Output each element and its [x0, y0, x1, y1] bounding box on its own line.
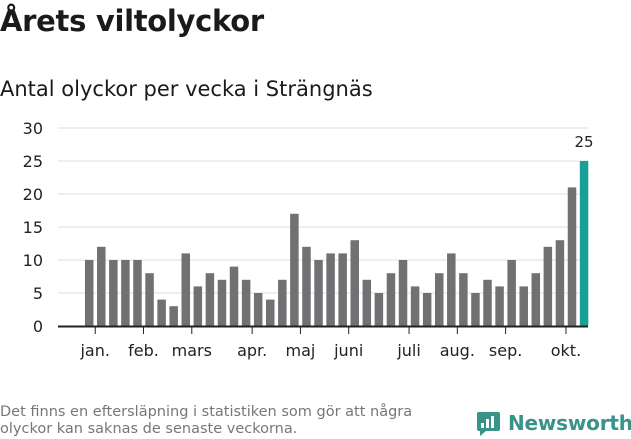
- chart-title: Årets viltolyckor: [0, 4, 264, 38]
- bar: [555, 240, 565, 326]
- bar: [459, 273, 468, 326]
- bar: [314, 260, 323, 326]
- bar: [471, 293, 480, 326]
- bar: [386, 273, 396, 326]
- month-label: maj: [286, 341, 316, 360]
- bar: [398, 260, 408, 326]
- bar: [483, 279, 492, 326]
- month-labels: jan. feb. mars apr. maj juni juli aug. sep. okt.: [79, 326, 581, 360]
- bar: [109, 260, 118, 326]
- bar: [205, 273, 215, 326]
- bar: [133, 260, 142, 326]
- bar: [278, 279, 287, 326]
- bar: [350, 240, 359, 326]
- bar: [495, 286, 504, 326]
- bar: [422, 293, 432, 326]
- bar: [121, 260, 130, 326]
- bar: [410, 286, 420, 326]
- bar: [543, 246, 553, 326]
- bar: [181, 253, 191, 326]
- bar: [362, 279, 372, 326]
- bar: [266, 299, 275, 326]
- bar: [290, 213, 299, 326]
- month-label: sep.: [489, 341, 522, 360]
- bar: [229, 266, 239, 326]
- y-tick-label: 15: [23, 218, 43, 237]
- bar: [241, 279, 251, 326]
- bar: [531, 273, 541, 326]
- bar: [217, 279, 227, 326]
- month-label: juni: [333, 341, 363, 360]
- y-tick-label: 25: [23, 152, 43, 171]
- bar: [519, 286, 528, 326]
- bar-highlight: [579, 161, 589, 326]
- bar: [567, 187, 577, 326]
- y-tick-label: 5: [33, 284, 43, 303]
- bar: [253, 293, 263, 326]
- month-label: apr.: [237, 341, 267, 360]
- month-label: jan.: [79, 341, 109, 360]
- bar: [326, 253, 335, 326]
- y-tick-label: 10: [23, 251, 43, 270]
- newsworthy-brand: Newsworthy: [476, 408, 631, 438]
- month-label: aug.: [440, 341, 475, 360]
- bar: [157, 299, 166, 326]
- brand-name: Newsworthy: [508, 411, 631, 435]
- bar: [169, 306, 178, 326]
- bar: [193, 286, 203, 326]
- bar: [97, 246, 106, 326]
- y-tick-label: 0: [33, 317, 43, 336]
- bar: [447, 253, 456, 326]
- newsworthy-logo-icon: [477, 411, 500, 436]
- data-labels: 25: [575, 133, 594, 151]
- y-axis-tick-labels: 0 5 10 15 20 25 30: [23, 119, 43, 336]
- bar: [507, 260, 516, 326]
- bar: [84, 260, 94, 326]
- bar: [338, 253, 347, 326]
- bar-chart: 0 5 10 15 20 25 30 jan. feb. mars apr. maj juni juli…: [23, 119, 594, 360]
- y-tick-label: 30: [23, 119, 43, 138]
- month-label: mars: [172, 341, 212, 360]
- month-label: okt.: [551, 341, 581, 360]
- bar: [434, 273, 444, 326]
- month-label: juli: [396, 341, 420, 360]
- y-tick-label: 20: [23, 185, 43, 204]
- month-label: feb.: [128, 341, 159, 360]
- footnote: Det finns en eftersläpning i statistiken…: [0, 404, 413, 437]
- bar: [374, 293, 384, 326]
- bar: [302, 246, 311, 326]
- highlight-data-label: 25: [575, 133, 594, 151]
- bars: [84, 161, 589, 326]
- chart-subtitle: Antal olyckor per vecka i Strängnäs: [0, 77, 373, 101]
- bar: [145, 273, 154, 326]
